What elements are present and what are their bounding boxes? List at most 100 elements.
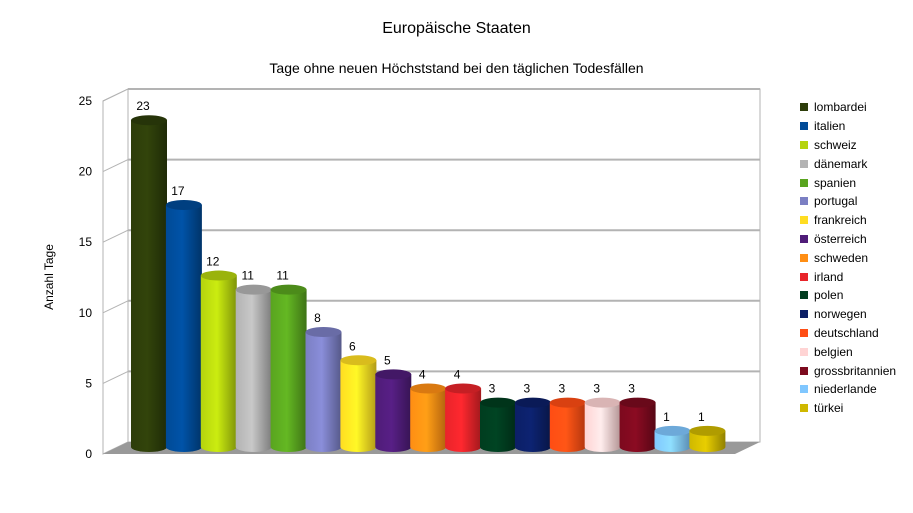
legend-label: irland xyxy=(814,269,844,284)
legend-label: schweden xyxy=(814,250,869,265)
gridline-side xyxy=(102,300,129,314)
legend-item: deutschland xyxy=(800,324,896,343)
y-tick-label: 25 xyxy=(79,94,93,108)
legend-item: portugal xyxy=(800,192,896,211)
legend-swatch xyxy=(800,178,808,187)
data-label: 1 xyxy=(663,410,670,424)
data-label: 6 xyxy=(349,339,356,353)
side-wall xyxy=(102,88,129,455)
y-tick-label: 15 xyxy=(79,235,93,249)
data-label: 17 xyxy=(171,184,185,198)
bar-top-lombardei xyxy=(131,115,167,126)
legend-swatch xyxy=(800,291,808,300)
data-label: 23 xyxy=(136,99,150,113)
data-label: 3 xyxy=(593,382,600,396)
chart-title: Europäische Staaten xyxy=(382,20,531,37)
legend-item: belgien xyxy=(800,342,896,361)
legend-label: spanien xyxy=(814,175,857,190)
gridline-side xyxy=(102,159,129,173)
chart-subtitle: Tage ohne neuen Höchststand bei den tägl… xyxy=(269,60,644,76)
legend-swatch xyxy=(800,347,808,356)
data-label: 1 xyxy=(698,410,705,424)
bar-spanien xyxy=(270,289,307,452)
legend-swatch xyxy=(800,253,808,262)
legend-item: österreich xyxy=(800,230,896,249)
data-label: 3 xyxy=(524,382,531,396)
bar-österreich xyxy=(375,374,412,452)
legend-swatch xyxy=(800,366,808,375)
legend-swatch xyxy=(800,140,808,149)
data-label: 3 xyxy=(558,382,565,396)
bar-belgien xyxy=(584,402,621,452)
y-tick-label: 0 xyxy=(85,447,92,461)
legend-swatch xyxy=(800,197,808,206)
gridline-side xyxy=(102,229,129,243)
bar-top-portugal xyxy=(305,327,342,338)
data-label: 8 xyxy=(314,311,321,325)
bar-top-spanien xyxy=(270,284,307,295)
bar-top-türkei xyxy=(689,425,726,436)
legend-swatch xyxy=(800,404,808,413)
legend-label: grossbritannien xyxy=(814,363,897,378)
legend-swatch xyxy=(800,103,808,112)
legend-item: niederlande xyxy=(800,380,896,399)
legend-swatch xyxy=(800,385,808,394)
legend-item: frankreich xyxy=(800,211,896,230)
legend-item: schweden xyxy=(800,248,896,267)
bar-top-niederlande xyxy=(654,425,691,436)
legend-label: frankreich xyxy=(814,213,867,228)
y-tick-label: 20 xyxy=(79,165,93,179)
legend-item: grossbritannien xyxy=(800,361,896,380)
legend-item: polen xyxy=(800,286,896,305)
y-tick-label: 10 xyxy=(79,306,93,320)
data-label: 3 xyxy=(628,382,635,396)
legend-label: portugal xyxy=(814,194,858,209)
legend-item: norwegen xyxy=(800,305,896,324)
legend-item: dänemark xyxy=(800,154,896,173)
y-tick-label: 5 xyxy=(85,376,92,390)
data-label: 3 xyxy=(489,382,496,396)
bar-top-frankreich xyxy=(340,355,377,366)
gridline-side xyxy=(102,370,129,384)
bar-lombardei xyxy=(131,120,167,453)
legend-item: türkei xyxy=(800,399,896,418)
bar-top-norwegen xyxy=(514,397,551,408)
legend-label: italien xyxy=(814,119,846,134)
data-label: 5 xyxy=(384,353,391,367)
bar-türkei xyxy=(689,430,726,452)
bar-top-dänemark xyxy=(235,284,272,295)
legend-swatch xyxy=(800,234,808,243)
legend-label: niederlande xyxy=(814,382,877,397)
bar-norwegen xyxy=(514,402,551,452)
bar-schweden xyxy=(410,388,447,452)
bar-frankreich xyxy=(340,360,377,452)
legend-swatch xyxy=(800,310,808,319)
legend-label: belgien xyxy=(814,344,853,359)
legend-label: polen xyxy=(814,288,844,303)
bar-irland xyxy=(445,388,482,452)
legend-item: lombardei xyxy=(800,98,896,117)
legend-item: schweiz xyxy=(800,136,896,155)
legend-swatch xyxy=(800,216,808,225)
gridline-side xyxy=(102,88,129,102)
legend-label: norwegen xyxy=(814,307,867,322)
bar-italien xyxy=(165,204,202,452)
legend-swatch xyxy=(800,328,808,337)
legend-item: spanien xyxy=(800,173,896,192)
bar-grossbritannien xyxy=(619,402,656,452)
legend-label: lombardei xyxy=(814,100,867,115)
bar-portugal xyxy=(305,332,342,452)
bar-polen xyxy=(480,402,516,452)
data-label: 11 xyxy=(276,269,289,283)
legend-swatch xyxy=(800,159,808,168)
data-label: 12 xyxy=(206,255,220,269)
bar-deutschland xyxy=(549,402,586,452)
legend-label: türkei xyxy=(814,401,844,416)
bar-top-österreich xyxy=(375,369,412,380)
data-label: 11 xyxy=(241,269,254,283)
legend-swatch xyxy=(800,122,808,131)
legend-label: deutschland xyxy=(814,325,879,340)
bar-top-irland xyxy=(445,383,482,394)
bar-top-italien xyxy=(165,199,202,210)
